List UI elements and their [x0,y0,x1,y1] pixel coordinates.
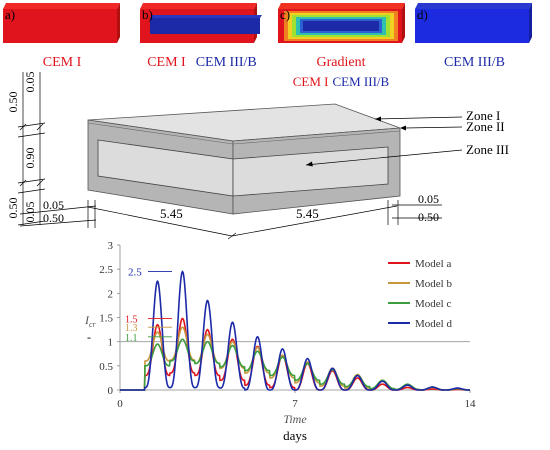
peak-label: 1.3 [125,323,138,334]
dim-bottom-left-1: 0.50 [43,211,64,225]
legend-label: Model d [415,318,452,330]
caption-b: CEM I CEM III/B [147,55,257,70]
x-tick-label: 0 [117,398,123,410]
dim-left-0: 0.50 [6,92,20,113]
y-axis-label: Icr [84,313,97,329]
panel-d: d) [415,3,532,43]
y-axis-label-sub: cr [89,320,97,329]
x-axis-unit: days [283,428,307,443]
zone-i-label: Zone I [466,108,500,123]
dim-bottom-right-1: 0.50 [418,210,439,224]
dim-bottom-right-0: 0.05 [418,192,439,206]
dim-left-2: 0.90 [23,148,37,169]
slab-diagram [87,103,401,215]
x-tick-label: 14 [465,398,477,410]
x-axis-label: Time [283,412,307,426]
y-axis-unit: - [87,330,91,344]
panel-c-letter: c) [280,7,290,22]
y-tick-label: 1 [108,337,114,349]
dim-bottom-1: 5.45 [296,206,319,221]
panel-b: b) [140,3,262,43]
y-tick-label: 2 [108,288,114,300]
y-tick-label: 3 [108,240,114,252]
peak-label: 2.5 [128,267,142,279]
y-tick-label: 0.5 [99,361,113,373]
panel-c: c) [278,3,405,43]
left-dimensions [17,72,46,226]
dim-left-1: 0.05 [23,72,37,93]
panel-a-letter: a) [5,7,15,22]
zone-ii-label: Zone II [466,119,505,134]
y-tick-label: 2.5 [99,264,113,276]
caption-c: Gradient [317,55,366,70]
dim-left-4: 0.05 [23,202,37,223]
x-tick-label: 7 [292,398,298,410]
series-line-4 [120,270,470,391]
caption-a: CEM I [43,55,82,70]
zone-labels: Zone I Zone II Zone III [305,108,509,167]
dim-left-3: 0.50 [6,198,20,219]
peak-label: 1.5 [125,314,138,325]
caption-c-sub: CEM I CEM III/B [293,74,390,89]
legend-label: Model b [415,278,452,290]
dim-bottom-0: 5.45 [160,206,183,221]
panel-b-letter: b) [142,7,153,22]
y-tick-label: 1.5 [99,313,113,325]
panel-a: a) [3,3,120,43]
legend-label: Model c [415,298,451,310]
legend-label: Model a [415,258,451,270]
panel-d-letter: d) [417,7,428,22]
y-tick-label: 0 [108,385,114,397]
peak-label: 1.1 [125,333,138,344]
bottom-dimensions [19,200,442,240]
zone-iii-label: Zone III [466,142,509,157]
dim-bottom-left-0: 0.05 [43,198,64,212]
cracking-index-chart: 00.511.522.530 7 14TimedaysIcr-2.51.51.31.… [84,240,476,443]
caption-d: CEM III/B [444,55,505,70]
